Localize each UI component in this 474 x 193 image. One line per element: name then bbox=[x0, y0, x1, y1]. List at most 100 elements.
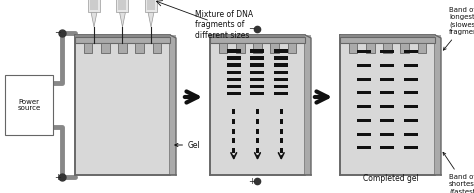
Bar bbox=[256, 148, 259, 153]
Bar bbox=[227, 78, 241, 81]
Bar bbox=[227, 63, 241, 67]
Bar bbox=[401, 43, 409, 53]
Bar bbox=[381, 133, 394, 135]
Polygon shape bbox=[91, 12, 97, 27]
Bar bbox=[88, 0, 100, 12]
Bar bbox=[274, 85, 288, 88]
Polygon shape bbox=[119, 12, 126, 27]
Bar bbox=[210, 35, 305, 175]
Bar bbox=[305, 35, 311, 175]
Bar bbox=[280, 129, 283, 134]
Bar bbox=[210, 35, 305, 37]
Bar bbox=[340, 37, 435, 43]
Bar bbox=[75, 37, 170, 43]
Bar bbox=[280, 119, 283, 124]
Text: Completed gel: Completed gel bbox=[363, 174, 419, 183]
Bar bbox=[145, 0, 157, 12]
Text: Mixture of DNA
fragments of
different sizes: Mixture of DNA fragments of different si… bbox=[195, 10, 253, 40]
Bar bbox=[404, 133, 418, 135]
Bar bbox=[250, 92, 264, 95]
Bar bbox=[349, 43, 357, 53]
Bar bbox=[136, 43, 144, 53]
Bar bbox=[5, 75, 53, 135]
Bar bbox=[227, 85, 241, 88]
Bar bbox=[280, 148, 283, 153]
Bar bbox=[256, 109, 259, 114]
Bar bbox=[256, 119, 259, 124]
Bar bbox=[250, 85, 264, 88]
Bar bbox=[357, 119, 371, 122]
Bar bbox=[357, 105, 371, 108]
Bar bbox=[232, 138, 235, 143]
Bar bbox=[227, 56, 241, 60]
Bar bbox=[366, 43, 374, 53]
Bar bbox=[274, 71, 288, 74]
Bar bbox=[404, 64, 418, 67]
Bar bbox=[250, 56, 264, 60]
Bar bbox=[381, 78, 394, 80]
Bar bbox=[250, 71, 264, 74]
Bar bbox=[381, 91, 394, 94]
Bar bbox=[75, 35, 170, 37]
Bar bbox=[357, 78, 371, 80]
Text: Power
source: Power source bbox=[18, 98, 41, 112]
Bar bbox=[357, 50, 371, 53]
Polygon shape bbox=[148, 12, 154, 27]
Bar bbox=[250, 63, 264, 67]
Bar bbox=[357, 146, 371, 149]
Bar bbox=[147, 0, 155, 10]
Bar bbox=[83, 43, 92, 53]
Bar bbox=[418, 43, 427, 53]
Text: +: + bbox=[55, 173, 62, 181]
Bar bbox=[340, 35, 435, 37]
Bar bbox=[232, 148, 235, 153]
Bar bbox=[357, 133, 371, 135]
Bar bbox=[404, 91, 418, 94]
Bar bbox=[274, 49, 288, 53]
Bar bbox=[381, 105, 394, 108]
Bar bbox=[274, 56, 288, 60]
Bar bbox=[250, 49, 264, 53]
Bar bbox=[219, 43, 227, 53]
Bar bbox=[232, 119, 235, 124]
Bar bbox=[357, 64, 371, 67]
Bar bbox=[256, 129, 259, 134]
Text: Band of
shortest
(fastest)
fragments: Band of shortest (fastest) fragments bbox=[443, 152, 474, 193]
Bar bbox=[383, 43, 392, 53]
Bar bbox=[404, 146, 418, 149]
Bar bbox=[236, 43, 245, 53]
Bar bbox=[227, 92, 241, 95]
Bar bbox=[357, 91, 371, 94]
Bar bbox=[381, 50, 394, 53]
Bar bbox=[153, 43, 161, 53]
Bar bbox=[210, 37, 305, 43]
Bar bbox=[232, 109, 235, 114]
Bar bbox=[381, 64, 394, 67]
Text: −: − bbox=[55, 29, 62, 37]
Bar bbox=[250, 78, 264, 81]
Bar bbox=[274, 78, 288, 81]
Bar bbox=[404, 119, 418, 122]
Bar bbox=[117, 0, 128, 12]
Text: +: + bbox=[248, 177, 255, 185]
Bar bbox=[340, 35, 435, 175]
Bar bbox=[256, 138, 259, 143]
Bar bbox=[170, 35, 176, 175]
Bar bbox=[381, 119, 394, 122]
Bar bbox=[118, 43, 127, 53]
Bar bbox=[90, 0, 98, 10]
Bar bbox=[280, 109, 283, 114]
Bar bbox=[101, 43, 109, 53]
Text: Band of
longest
(slowest)
fragments: Band of longest (slowest) fragments bbox=[443, 8, 474, 50]
Bar bbox=[232, 129, 235, 134]
Bar bbox=[381, 146, 394, 149]
Bar bbox=[274, 63, 288, 67]
Bar bbox=[404, 105, 418, 108]
Bar bbox=[404, 50, 418, 53]
Bar bbox=[435, 35, 441, 175]
Text: −: − bbox=[248, 25, 255, 34]
Bar bbox=[288, 43, 296, 53]
Bar bbox=[118, 0, 127, 10]
Bar bbox=[404, 78, 418, 80]
Bar bbox=[280, 138, 283, 143]
